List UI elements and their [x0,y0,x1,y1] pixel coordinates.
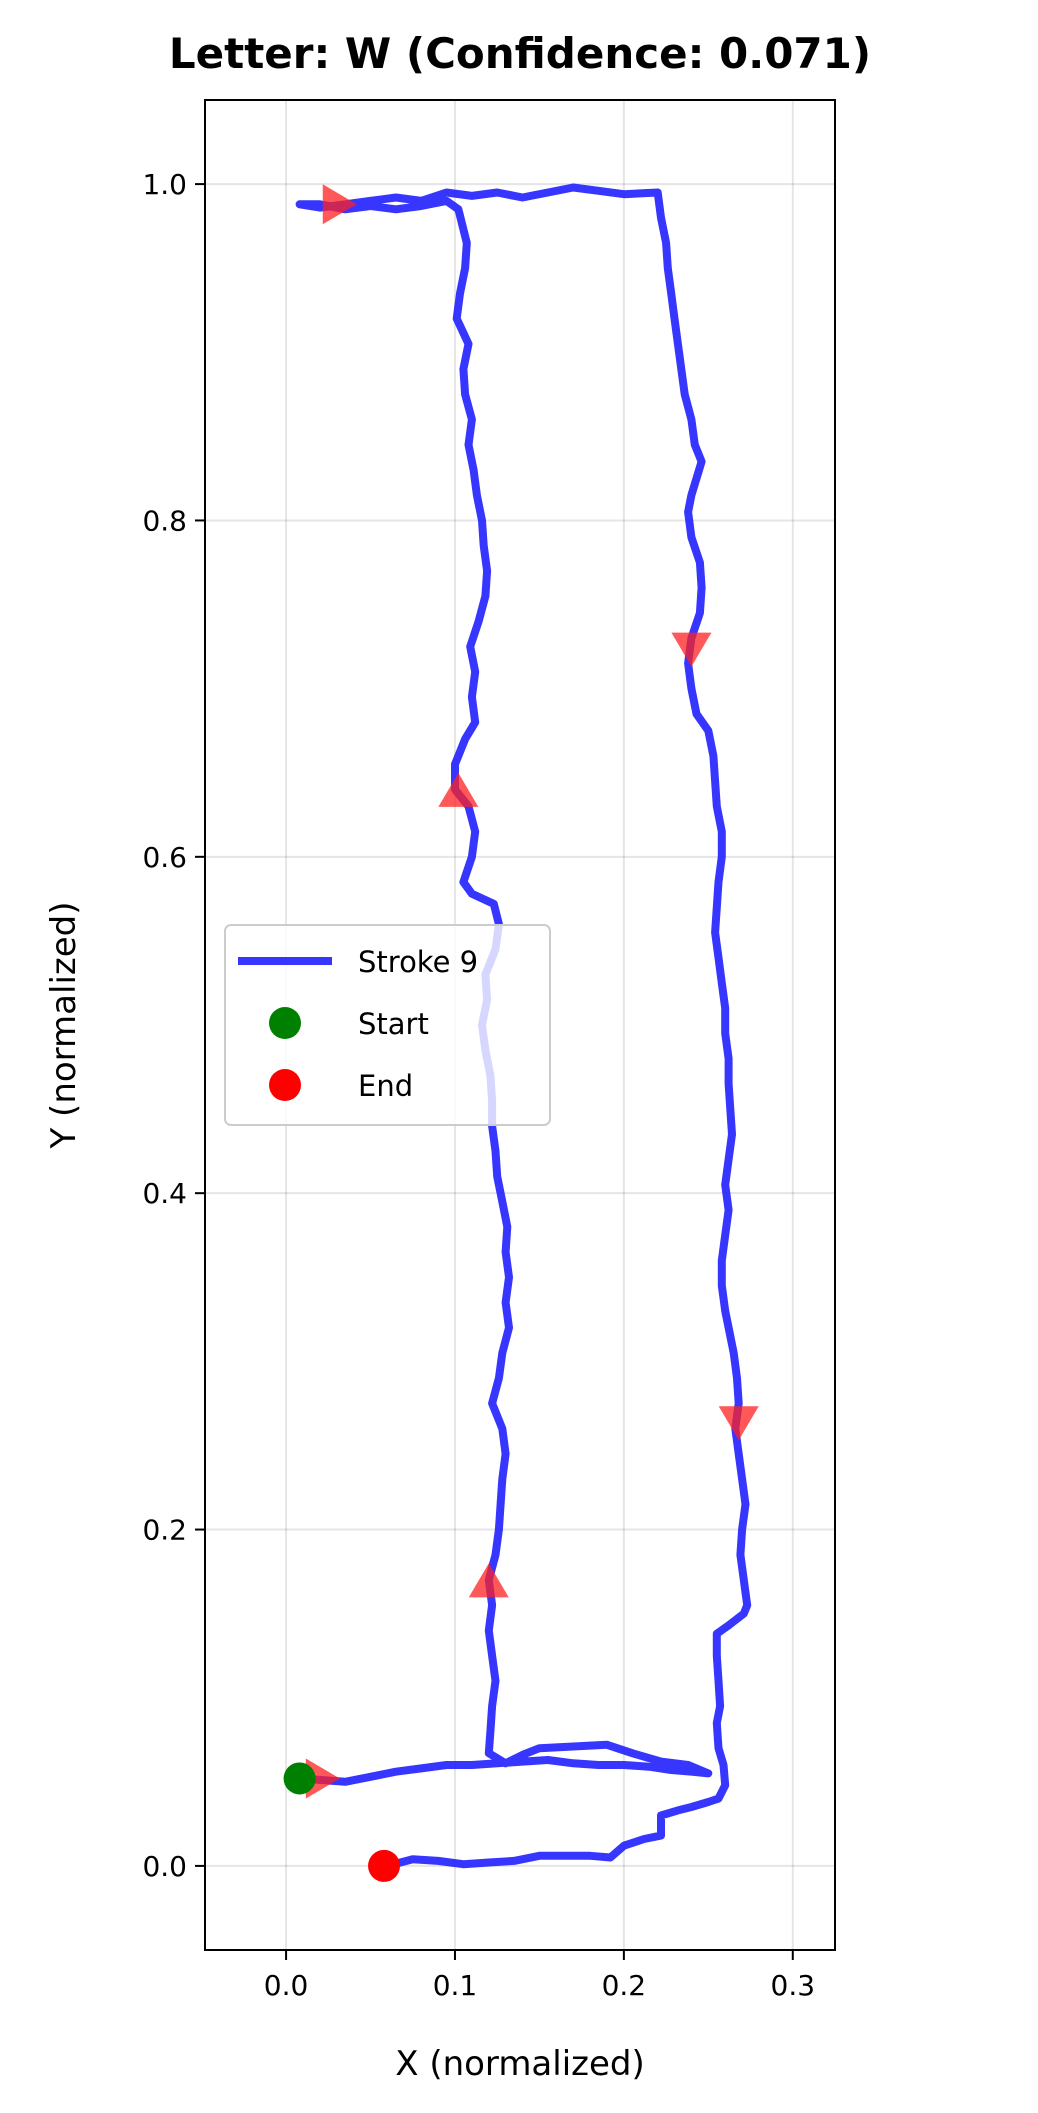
y-axis-label: Y (normalized) [44,901,84,1149]
y-tick-label: 0.2 [142,1514,187,1547]
x-tick-label: 0.3 [771,1969,816,2002]
x-tick-label: 0.1 [433,1969,478,2002]
legend: Stroke 9 Start End [224,924,551,1126]
start-marker [283,1762,316,1795]
direction-arrow-marker [305,1758,340,1799]
y-tick-label: 0.0 [142,1850,187,1883]
direction-arrow-marker [718,1406,759,1441]
endpoint-markers [283,1762,401,1882]
legend-label-stroke: Stroke 9 [358,945,478,979]
x-tick-label: 0.2 [602,1969,647,2002]
legend-label-end: End [358,1069,413,1103]
direction-arrow-marker [322,184,357,225]
y-tick-label: 0.8 [142,504,187,537]
x-tick-label: 0.0 [264,1969,309,2002]
plot-frame [204,99,836,1951]
direction-arrow-marker [671,632,712,667]
legend-label-start: Start [358,1007,429,1041]
legend-end-swatch [269,1069,301,1101]
axis-ticks: 0.0 0.1 0.2 0.3 0.0 0.2 0.4 0.6 0.8 1.0 [142,168,815,2002]
y-tick-label: 0.6 [142,841,187,874]
legend-box [224,924,551,1126]
direction-markers [305,184,759,1799]
direction-arrow-marker [438,772,479,807]
chart-title: Letter: W (Confidence: 0.071) [169,29,871,78]
y-tick-label: 0.4 [142,1177,187,1210]
y-tick-label: 1.0 [142,168,187,201]
legend-start-swatch [269,1007,301,1039]
direction-arrow-marker [468,1563,509,1598]
end-marker [368,1849,401,1882]
x-axis-label: X (normalized) [395,2044,645,2084]
